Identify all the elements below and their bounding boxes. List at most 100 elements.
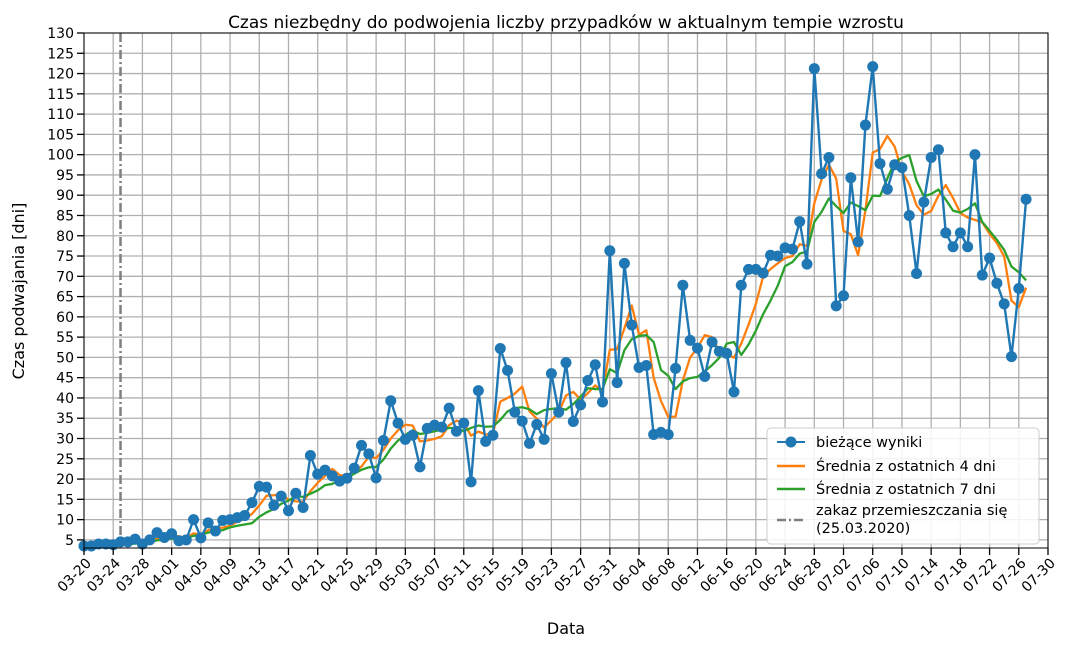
y-axis-title: Czas podwajania [dni] bbox=[9, 203, 28, 380]
data-point bbox=[538, 433, 550, 445]
data-point bbox=[465, 476, 477, 488]
data-point bbox=[1005, 351, 1017, 363]
data-point bbox=[823, 151, 835, 163]
y-tick-label: 45 bbox=[56, 371, 74, 387]
data-point bbox=[859, 119, 871, 131]
data-point bbox=[604, 245, 616, 257]
data-point bbox=[640, 360, 652, 372]
data-point bbox=[670, 362, 682, 374]
data-point bbox=[166, 528, 178, 540]
data-point bbox=[874, 158, 886, 170]
data-point bbox=[567, 415, 579, 427]
y-tick-label: 130 bbox=[47, 26, 74, 42]
data-point bbox=[830, 300, 842, 312]
data-point bbox=[348, 462, 360, 474]
data-point bbox=[523, 437, 535, 449]
data-point bbox=[984, 252, 996, 264]
data-point bbox=[363, 448, 375, 460]
legend-label-avg4: Średnia z ostatnich 4 dni bbox=[816, 457, 996, 475]
data-point bbox=[903, 209, 915, 221]
data-point bbox=[494, 342, 506, 354]
y-tick-label: 10 bbox=[56, 513, 74, 529]
data-point bbox=[611, 377, 623, 389]
data-point bbox=[969, 149, 981, 161]
data-point bbox=[450, 425, 462, 437]
y-tick-label: 50 bbox=[56, 350, 74, 366]
data-point bbox=[195, 532, 207, 544]
data-point bbox=[772, 250, 784, 262]
y-tick-label: 110 bbox=[47, 107, 74, 123]
data-point bbox=[239, 510, 251, 522]
data-point bbox=[290, 487, 302, 499]
data-point bbox=[677, 279, 689, 291]
data-point bbox=[896, 162, 908, 174]
data-point bbox=[962, 241, 974, 253]
legend-label-current: bieżące wyniki bbox=[816, 435, 922, 451]
data-point bbox=[509, 406, 521, 418]
data-point bbox=[801, 258, 813, 270]
data-point bbox=[246, 497, 258, 509]
data-point bbox=[728, 386, 740, 398]
data-point bbox=[531, 418, 543, 430]
y-tick-label: 65 bbox=[56, 290, 74, 306]
data-point bbox=[911, 267, 923, 279]
y-tick-label: 115 bbox=[47, 87, 74, 103]
data-point bbox=[808, 63, 820, 75]
legend-label-avg7: Średnia z ostatnich 7 dni bbox=[816, 480, 996, 498]
data-point bbox=[918, 196, 930, 208]
data-point bbox=[925, 151, 937, 163]
data-point bbox=[699, 370, 711, 382]
data-point bbox=[998, 298, 1010, 310]
y-tick-label: 85 bbox=[56, 208, 74, 224]
data-point bbox=[560, 357, 572, 369]
data-point bbox=[691, 342, 703, 354]
data-point bbox=[881, 183, 893, 195]
legend-marker-current bbox=[785, 436, 797, 448]
data-point bbox=[144, 534, 156, 546]
data-point bbox=[502, 364, 514, 376]
data-point bbox=[589, 359, 601, 371]
x-axis-title: Data bbox=[547, 619, 585, 638]
data-point bbox=[954, 227, 966, 239]
data-point bbox=[414, 461, 426, 473]
plot-frame bbox=[83, 32, 1049, 549]
data-point bbox=[706, 336, 718, 348]
y-tick-label: 105 bbox=[47, 127, 74, 143]
data-point bbox=[516, 415, 528, 427]
data-point bbox=[180, 534, 192, 546]
y-tick-label: 80 bbox=[56, 229, 74, 245]
data-point bbox=[816, 168, 828, 180]
series-layer bbox=[78, 33, 1032, 552]
y-tick-label: 120 bbox=[47, 67, 74, 83]
data-point bbox=[845, 172, 857, 184]
data-point bbox=[458, 417, 470, 429]
grid bbox=[83, 32, 1049, 548]
y-tick-label: 30 bbox=[56, 432, 74, 448]
legend-label-travel-ban-line2: (25.03.2020) bbox=[816, 521, 910, 537]
data-point bbox=[684, 334, 696, 346]
data-point bbox=[867, 61, 879, 73]
data-point bbox=[487, 429, 499, 441]
legend-label-travel-ban: zakaz przemieszczania się (25.03.2020) bbox=[816, 503, 1012, 537]
data-point bbox=[991, 277, 1003, 289]
data-point bbox=[582, 375, 594, 387]
y-tick-label: 5 bbox=[65, 533, 74, 549]
chart-title: Czas niezbędny do podwojenia liczby przy… bbox=[228, 13, 904, 33]
data-point bbox=[553, 406, 565, 418]
data-point bbox=[275, 490, 287, 502]
data-point bbox=[721, 347, 733, 359]
y-tick-label: 125 bbox=[47, 46, 74, 62]
data-point bbox=[940, 227, 952, 239]
data-point bbox=[1020, 193, 1032, 205]
y-tick-label: 60 bbox=[56, 310, 74, 326]
y-tick-label: 15 bbox=[56, 492, 74, 508]
legend: bieżące wyniki Średnia z ostatnich 4 dni… bbox=[766, 427, 1040, 545]
data-point bbox=[188, 514, 200, 526]
data-point bbox=[757, 267, 769, 279]
data-point bbox=[575, 399, 587, 411]
data-point bbox=[786, 243, 798, 255]
legend-label-travel-ban-line1: zakaz przemieszczania się bbox=[816, 503, 1007, 519]
data-point bbox=[209, 525, 221, 537]
